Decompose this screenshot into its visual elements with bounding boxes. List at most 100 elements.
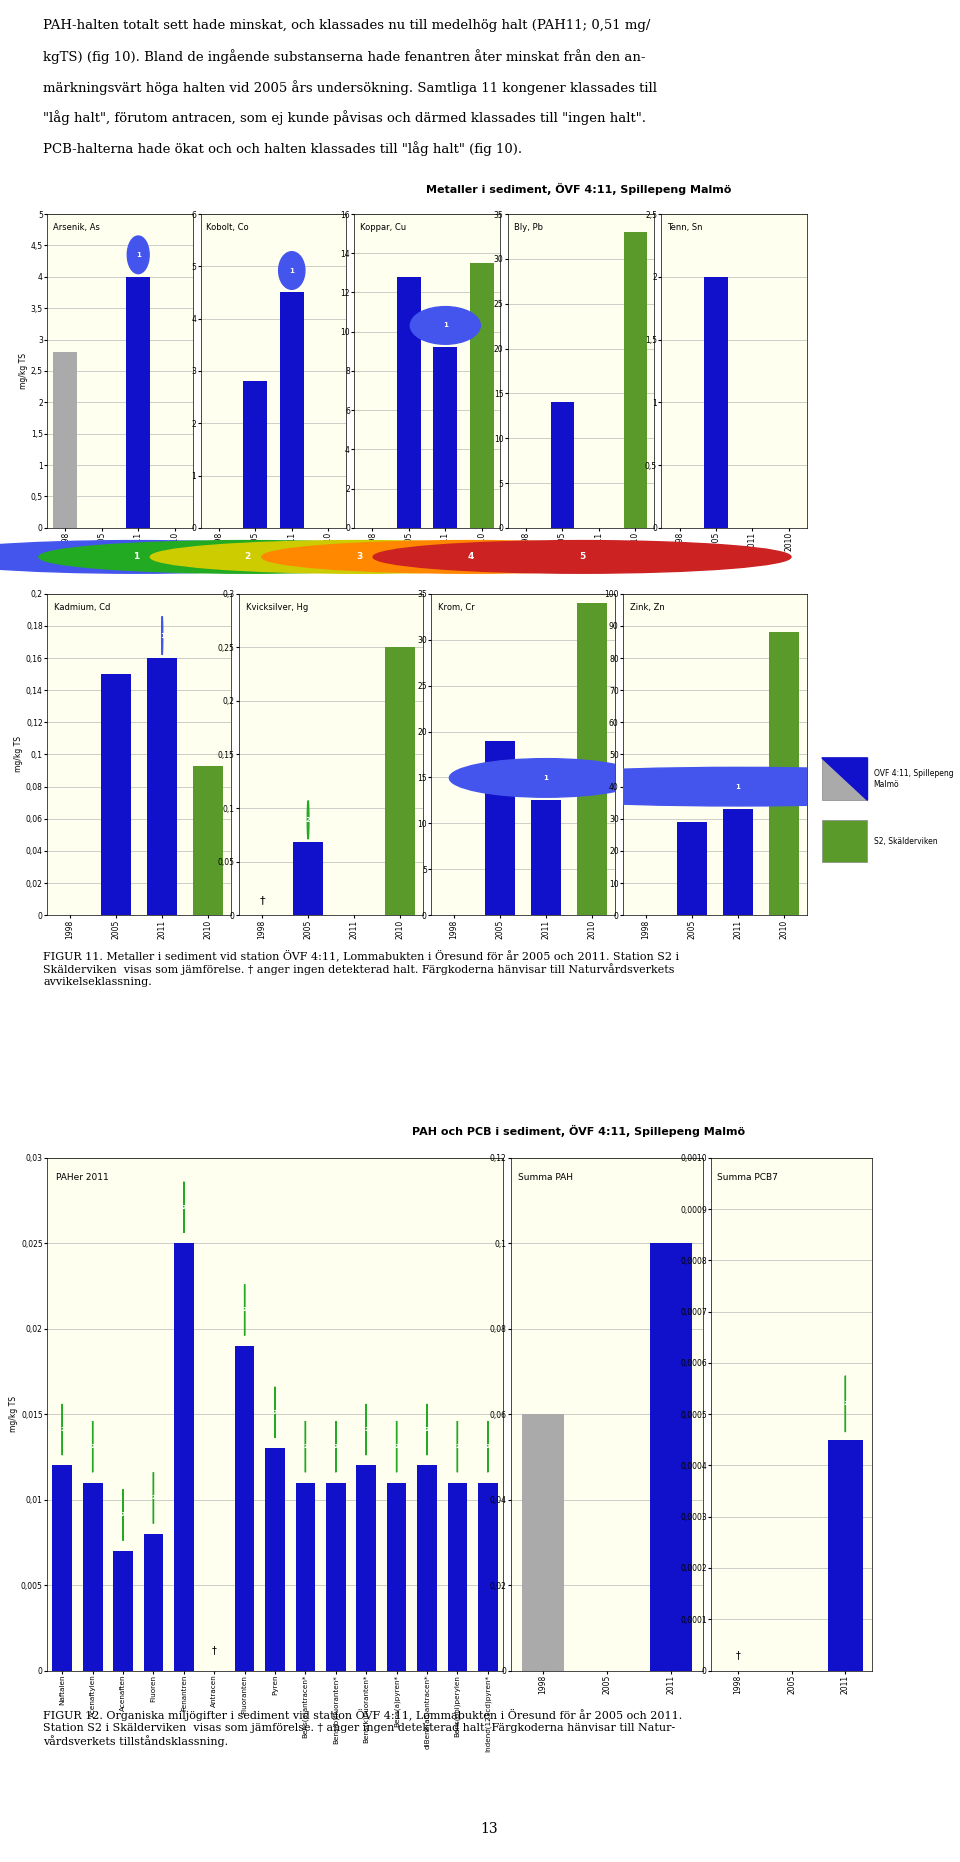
Text: 2: 2 [181,1205,186,1210]
Bar [470,263,493,527]
Text: PAH-halten totalt sett hade minskat, och klassades nu till medelhög halt (PAH11;: PAH-halten totalt sett hade minskat, och… [43,19,651,32]
Text: 1: 1 [735,784,740,789]
Bar [280,292,303,527]
Text: Krom, Cr: Krom, Cr [439,603,475,613]
Bar [147,657,178,916]
Text: = stor: = stor [488,553,514,562]
Circle shape [449,758,643,797]
Bar [531,801,561,916]
Bar [387,1482,406,1670]
Circle shape [278,251,305,289]
Circle shape [262,540,680,573]
Bar [478,1482,497,1670]
Bar [101,674,132,916]
Text: †: † [212,1646,217,1655]
Circle shape [373,540,791,573]
Text: OVF 4:11, Spillepeng
Malmö: OVF 4:11, Spillepeng Malmö [874,769,953,789]
Circle shape [38,540,457,573]
Text: Avvikelse:: Avvikelse: [60,553,102,562]
Text: Summa PAH: Summa PAH [518,1173,573,1182]
Circle shape [0,540,346,573]
Bar [828,1439,863,1670]
Text: 2: 2 [486,1445,490,1449]
Text: 2: 2 [425,1426,429,1432]
Text: Metaller i sediment, ÖVF 4:11, Spillepeng Malmö: Metaller i sediment, ÖVF 4:11, Spillepen… [426,182,732,196]
Bar [522,1413,564,1670]
Text: 2: 2 [273,1410,277,1415]
Text: 1: 1 [443,322,447,328]
Text: 1: 1 [159,633,165,639]
Text: Kvicksilver, Hg: Kvicksilver, Hg [247,603,308,613]
Bar [397,277,420,527]
Bar [769,633,799,916]
Text: 5: 5 [579,553,586,562]
Text: FIGUR 12. Organiska miljögifter i sediment vid station ÖVF 4:11, Lommabukten i Ö: FIGUR 12. Organiska miljögifter i sedime… [43,1709,683,1747]
Text: 2: 2 [90,1445,95,1449]
Bar [677,821,707,916]
Bar [623,233,647,527]
Bar [144,1534,163,1670]
Text: = tydlig: = tydlig [376,553,410,562]
Text: 2: 2 [243,1307,247,1313]
Bar [113,1551,132,1670]
Text: 2: 2 [305,817,310,823]
Bar [418,1465,437,1670]
Bar [83,1482,103,1670]
FancyBboxPatch shape [822,758,868,801]
Polygon shape [822,758,868,801]
Text: Kadmium, Cd: Kadmium, Cd [55,603,110,613]
Y-axis label: mg/kg TS: mg/kg TS [10,1396,18,1432]
Text: 1: 1 [133,553,139,562]
Bar [293,842,324,916]
Text: Zink, Zn: Zink, Zn [631,603,665,613]
Text: 2: 2 [121,1512,125,1518]
Text: 13: 13 [481,1823,498,1836]
Text: 3: 3 [356,553,362,562]
Circle shape [410,307,480,344]
Bar [235,1346,254,1670]
Y-axis label: mg/kg TS: mg/kg TS [19,354,28,389]
Text: Summa PCB7: Summa PCB7 [717,1173,779,1182]
Text: "låg halt", förutom antracen, som ej kunde påvisas och därmed klassades till "in: "låg halt", förutom antracen, som ej kun… [43,110,646,125]
Bar [385,648,416,916]
Bar [447,1482,468,1670]
Bar [265,1449,285,1670]
Text: FIGUR 11. Metaller i sediment vid station ÖVF 4:11, Lommabukten i Öresund för år: FIGUR 11. Metaller i sediment vid statio… [43,950,680,987]
Text: 1: 1 [289,268,294,274]
Text: †: † [735,1650,740,1661]
Text: Tenn, Sn: Tenn, Sn [667,223,703,233]
Bar [551,402,574,527]
Text: 2: 2 [843,1402,848,1406]
Text: 1: 1 [543,775,548,780]
Bar [127,277,150,527]
Text: Arsenik, As: Arsenik, As [53,223,100,233]
Text: †: † [259,896,265,905]
Bar [54,352,77,527]
Bar [434,348,457,527]
Bar [577,603,607,916]
Text: 4: 4 [468,553,474,562]
Text: 2: 2 [60,1426,64,1432]
Bar [53,1465,72,1670]
Circle shape [161,616,163,655]
FancyBboxPatch shape [822,819,868,862]
Text: PAH och PCB i sediment, ÖVF 4:11, Spillepeng Malmö: PAH och PCB i sediment, ÖVF 4:11, Spille… [412,1125,746,1138]
Bar [174,1244,194,1670]
Text: märkningsvärt höga halten vid 2005 års undersökning. Samtliga 11 kongener klassa: märkningsvärt höga halten vid 2005 års u… [43,80,658,95]
Text: 2: 2 [364,1426,369,1432]
Text: = ingen/obetydlig: = ingen/obetydlig [154,553,229,562]
Text: 2: 2 [395,1445,398,1449]
Text: = mycket stor: = mycket stor [599,553,659,562]
Circle shape [151,540,568,573]
Text: 2: 2 [334,1445,338,1449]
Text: Bly, Pb: Bly, Pb [514,223,542,233]
Bar [244,382,267,527]
Text: 1: 1 [135,251,141,257]
Text: Koppar, Cu: Koppar, Cu [360,223,406,233]
Bar [723,810,753,916]
Bar [296,1482,315,1670]
Circle shape [462,767,960,806]
Text: kgTS) (fig 10). Bland de ingående substanserna hade fenantren åter minskat från : kgTS) (fig 10). Bland de ingående substa… [43,48,646,63]
Text: 2: 2 [455,1445,460,1449]
Circle shape [307,801,309,840]
